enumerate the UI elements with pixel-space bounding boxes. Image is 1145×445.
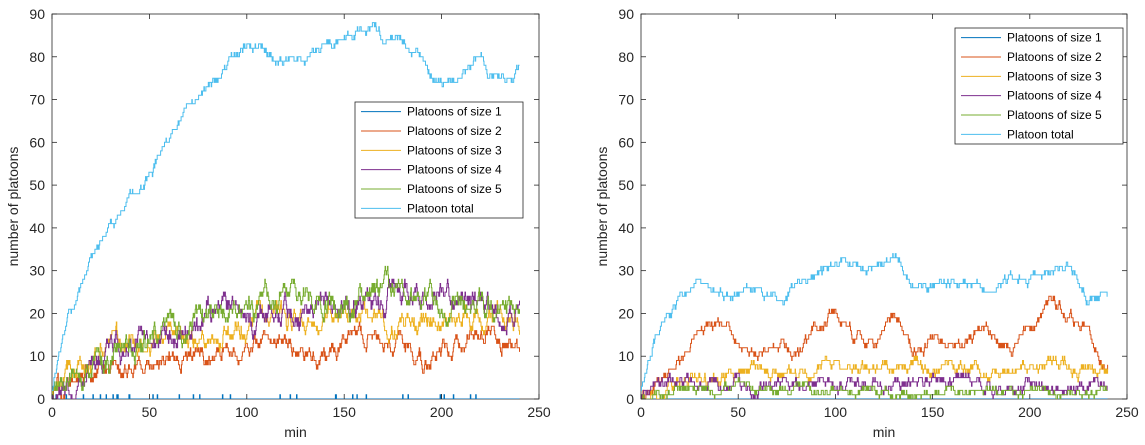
y-tick-label: 90 (29, 6, 45, 22)
series-group (52, 22, 520, 399)
x-tick-label: 200 (430, 404, 454, 420)
legend-label: Platoons of size 1 (407, 105, 502, 119)
y-tick-label: 30 (29, 263, 45, 279)
y-tick-label: 50 (618, 177, 634, 193)
x-tick-label: 0 (48, 404, 56, 420)
series-line-platoons-of-size-2 (641, 295, 1109, 399)
x-tick-label: 100 (235, 404, 259, 420)
series-line-platoons-of-size-4 (52, 278, 520, 399)
y-tick-label: 60 (29, 134, 45, 150)
x-tick-label: 200 (1018, 404, 1042, 420)
legend-label: Platoons of size 4 (1007, 89, 1102, 103)
y-axis-label: number of platoons (5, 147, 21, 267)
x-axis-label: min (873, 424, 896, 440)
x-tick-label: 100 (824, 404, 848, 420)
series-line-platoons-of-size-3 (641, 355, 1109, 399)
legend-label: Platoons of size 3 (1007, 69, 1102, 83)
legend-box (354, 101, 524, 219)
series-line-platoon-total (52, 22, 520, 391)
legend-box (954, 27, 1124, 145)
y-tick-label: 10 (618, 348, 634, 364)
series-line-platoons-of-size-1 (52, 394, 520, 399)
x-tick-label: 0 (637, 404, 645, 420)
y-tick-label: 60 (618, 134, 634, 150)
y-tick-label: 70 (29, 92, 45, 108)
y-axis-label: number of platoons (594, 147, 610, 267)
series-line-platoon-total (641, 253, 1108, 391)
x-tick-label: 150 (921, 404, 945, 420)
y-tick-label: 40 (29, 220, 45, 236)
y-tick-label: 20 (618, 305, 634, 321)
legend-label: Platoons of size 2 (407, 124, 502, 138)
legend-label: Platoons of size 4 (407, 163, 502, 177)
chart-panel-2: 0 50 100 150 200 250 0 10 20 30 40 50 60 70 80 90 min num… (594, 6, 1139, 440)
series-group (641, 253, 1109, 399)
series-line-platoons-of-size-5 (52, 265, 520, 396)
legend-label: Platoons of size 5 (407, 182, 502, 196)
x-tick-label: 50 (730, 404, 746, 420)
x-tick-label: 50 (142, 404, 158, 420)
chart-panel-1: 0 50 100 150 200 250 0 10 20 30 40 50 60 70 80 90 min num… (5, 6, 551, 440)
x-tick-label: 250 (1115, 404, 1139, 420)
y-tick-label: 80 (618, 49, 634, 65)
y-tick-label: 40 (618, 220, 634, 236)
legend-label: Platoon total (407, 201, 474, 215)
series-line-platoons-of-size-2 (52, 321, 520, 399)
y-tick-label: 0 (37, 391, 45, 407)
series-line-platoons-of-size-4 (641, 372, 1108, 399)
y-tick-label: 50 (29, 177, 45, 193)
y-tick-label: 80 (29, 49, 45, 65)
y-tick-label: 30 (618, 263, 634, 279)
legend-label: Platoons of size 2 (1007, 50, 1102, 64)
x-axis-label: min (284, 424, 307, 440)
y-tick-label: 20 (29, 305, 45, 321)
legend-label: Platoons of size 1 (1007, 31, 1102, 45)
legend: Platoons of size 1 Platoons of size 2 Plat… (954, 27, 1124, 145)
legend-label: Platoons of size 5 (1007, 108, 1102, 122)
x-tick-label: 250 (527, 404, 551, 420)
x-tick-label: 150 (333, 404, 357, 420)
y-tick-label: 10 (29, 348, 45, 364)
legend: Platoons of size 1 Platoons of size 2 Plat… (354, 101, 524, 219)
legend-label: Platoon total (1007, 127, 1074, 141)
y-tick-label: 0 (626, 391, 634, 407)
series-line-platoons-of-size-5 (641, 377, 1108, 399)
legend-label: Platoons of size 3 (407, 143, 502, 157)
y-tick-label: 70 (618, 92, 634, 108)
y-tick-label: 90 (618, 6, 634, 22)
